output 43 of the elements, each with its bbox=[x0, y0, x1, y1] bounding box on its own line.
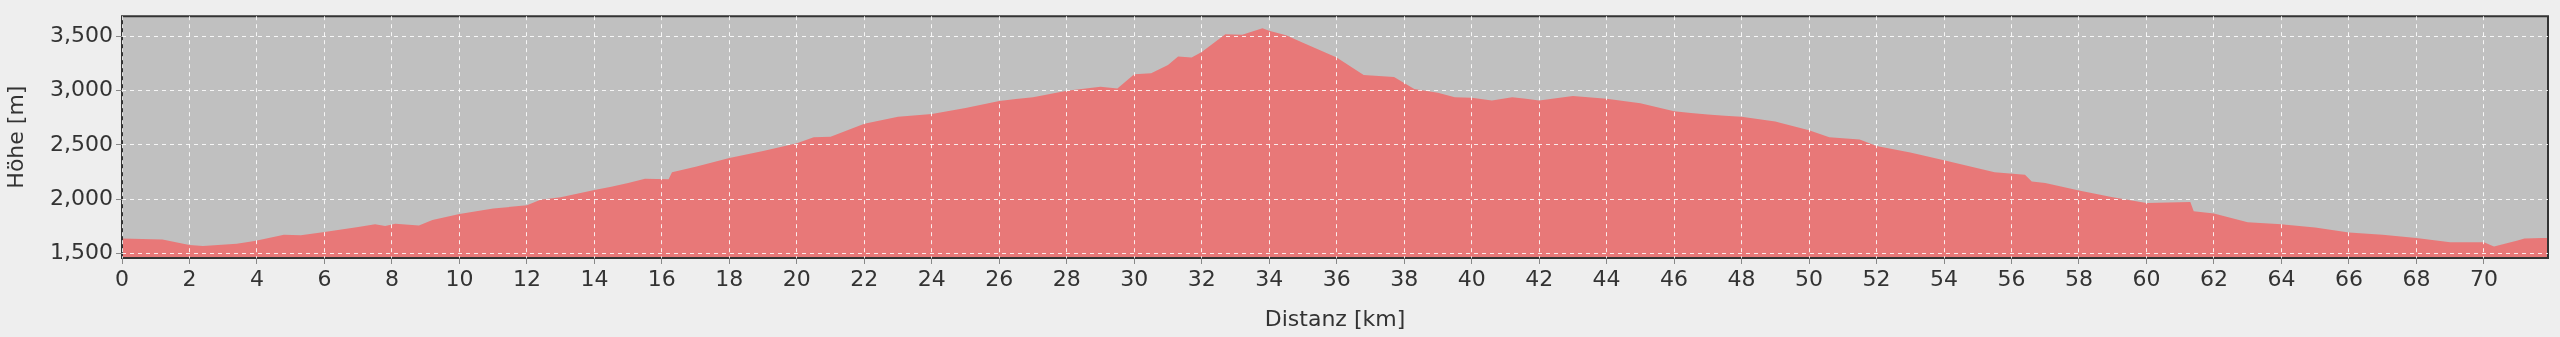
x-tick-label: 2 bbox=[182, 265, 197, 291]
x-tick-label: 12 bbox=[512, 265, 541, 291]
x-tick-label: 0 bbox=[115, 265, 129, 291]
x-tick-label: 40 bbox=[1457, 265, 1486, 291]
x-tick-label: 20 bbox=[782, 265, 811, 291]
x-tick-label: 48 bbox=[1727, 265, 1756, 291]
x-tick-label: 30 bbox=[1120, 265, 1149, 291]
x-tick-label: 28 bbox=[1052, 265, 1081, 291]
x-tick-label: 8 bbox=[384, 265, 399, 291]
x-tick-label: 66 bbox=[2334, 265, 2363, 291]
x-tick-label: 18 bbox=[715, 265, 744, 291]
x-tick-label: 58 bbox=[2065, 265, 2093, 291]
x-tick-label: 52 bbox=[1862, 265, 1891, 291]
x-tick-label: 70 bbox=[2469, 265, 2498, 291]
y-tick-label: 3,000 bbox=[50, 76, 113, 102]
x-tick-label: 6 bbox=[317, 265, 332, 291]
y-tick-label: 1,500 bbox=[50, 239, 113, 265]
x-axis-title: Distanz [km] bbox=[1264, 305, 1406, 331]
x-tick-label: 56 bbox=[1997, 265, 2026, 291]
y-axis-title: Höhe [m] bbox=[2, 85, 28, 189]
x-tick-label: 26 bbox=[985, 265, 1014, 291]
x-tick-label: 60 bbox=[2132, 265, 2161, 291]
x-tick-label: 22 bbox=[850, 265, 879, 291]
y-tick-label: 2,000 bbox=[50, 185, 113, 211]
x-tick-label: 42 bbox=[1525, 265, 1554, 291]
x-tick-label: 36 bbox=[1322, 265, 1351, 291]
x-tick-label: 32 bbox=[1187, 265, 1216, 291]
x-tick-label: 24 bbox=[917, 265, 946, 291]
x-tick-label: 14 bbox=[580, 265, 609, 291]
x-tick-label: 68 bbox=[2402, 265, 2431, 291]
x-tick-label: 50 bbox=[1795, 265, 1824, 291]
x-tick-label: 16 bbox=[647, 265, 676, 291]
x-tick-label: 4 bbox=[249, 265, 264, 291]
x-tick-label: 34 bbox=[1255, 265, 1284, 291]
x-tick-label: 46 bbox=[1660, 265, 1689, 291]
x-tick-label: 62 bbox=[2199, 265, 2228, 291]
x-tick-label: 38 bbox=[1390, 265, 1419, 291]
x-tick-label: 54 bbox=[1930, 265, 1959, 291]
y-tick-label: 3,500 bbox=[50, 22, 113, 48]
y-tick-label: 2,500 bbox=[50, 130, 113, 156]
x-tick-label: 64 bbox=[2267, 265, 2296, 291]
x-tick-label: 44 bbox=[1592, 265, 1621, 291]
x-tick-label: 10 bbox=[445, 265, 474, 291]
